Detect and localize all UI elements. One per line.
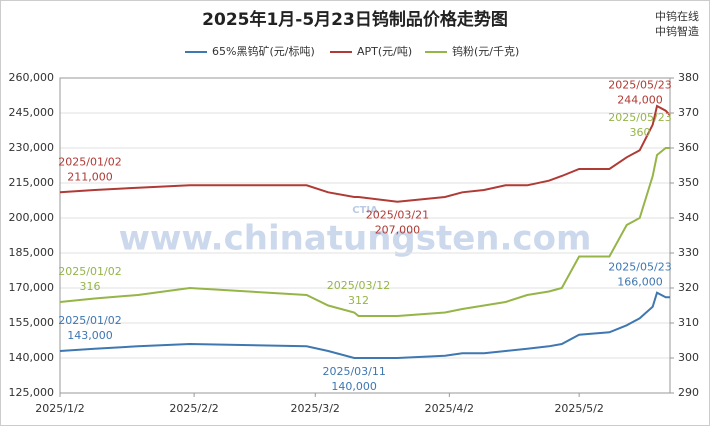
y-tick-label: 170,000 — [9, 281, 55, 294]
annotation-value: 166,000 — [617, 275, 663, 288]
legend-label: 钨粉(元/千克) — [452, 45, 519, 58]
annotation-date: 2025/01/02 — [58, 265, 121, 278]
annotation-value: 244,000 — [617, 93, 663, 106]
y-tick-label: 215,000 — [9, 176, 55, 189]
x-tick-label: 2025/1/2 — [35, 402, 84, 415]
y2-tick-label: 360 — [678, 141, 699, 154]
y2-tick-label: 380 — [678, 71, 699, 84]
annotation-date: 2025/03/11 — [322, 365, 385, 378]
brand: 中钨智造 — [655, 24, 699, 38]
series-line — [59, 291, 670, 359]
y2-tick-label: 290 — [678, 386, 699, 399]
annotation-value: 360 — [630, 126, 651, 139]
annotation-value: 143,000 — [67, 329, 113, 342]
y-tick-label: 185,000 — [9, 246, 55, 259]
x-tick-label: 2025/3/2 — [291, 402, 340, 415]
annotation-date: 2025/05/23 — [608, 111, 671, 124]
annotation-value: 207,000 — [375, 224, 421, 237]
watermark: www.chinatungsten.com — [119, 219, 592, 259]
plot-area — [59, 77, 671, 394]
x-tick-label: 2025/5/2 — [554, 402, 603, 415]
x-tick-label: 2025/2/2 — [169, 402, 218, 415]
annotation-date: 2025/03/12 — [327, 279, 390, 292]
y2-tick-label: 340 — [678, 211, 699, 224]
annotation-date: 2025/05/23 — [608, 260, 671, 273]
y2-tick-label: 310 — [678, 316, 699, 329]
annotation-value: 316 — [80, 280, 101, 293]
y2-tick-label: 320 — [678, 281, 699, 294]
y2-tick-label: 370 — [678, 106, 699, 119]
y2-tick-label: 300 — [678, 351, 699, 364]
annotation-date: 2025/01/02 — [58, 314, 121, 327]
y2-tick-label: 350 — [678, 176, 699, 189]
y-tick-label: 140,000 — [9, 351, 55, 364]
annotation-date: 2025/05/23 — [608, 78, 671, 91]
y-tick-label: 200,000 — [9, 211, 55, 224]
x-tick-label: 2025/4/2 — [425, 402, 474, 415]
annotation-value: 140,000 — [331, 380, 377, 393]
legend-label: APT(元/吨) — [357, 45, 412, 58]
y-tick-label: 260,000 — [9, 71, 55, 84]
series-line — [59, 104, 671, 203]
y-tick-label: 245,000 — [9, 106, 55, 119]
annotation-date: 2025/03/21 — [366, 209, 429, 222]
annotation-value: 211,000 — [67, 170, 113, 183]
brand: 中钨在线 — [655, 9, 699, 23]
y-tick-label: 155,000 — [9, 316, 55, 329]
series-line — [59, 147, 670, 317]
y2-tick-label: 330 — [678, 246, 699, 259]
y-tick-label: 125,000 — [9, 386, 55, 399]
legend-label: 65%黑钨矿(元/标吨) — [212, 44, 315, 58]
chart-title: 2025年1月-5月23日钨制品价格走势图 — [202, 9, 508, 30]
annotation-value: 312 — [348, 294, 369, 307]
y-tick-label: 230,000 — [9, 141, 55, 154]
annotation-date: 2025/01/02 — [58, 155, 121, 168]
logo: CTIA — [352, 205, 378, 216]
